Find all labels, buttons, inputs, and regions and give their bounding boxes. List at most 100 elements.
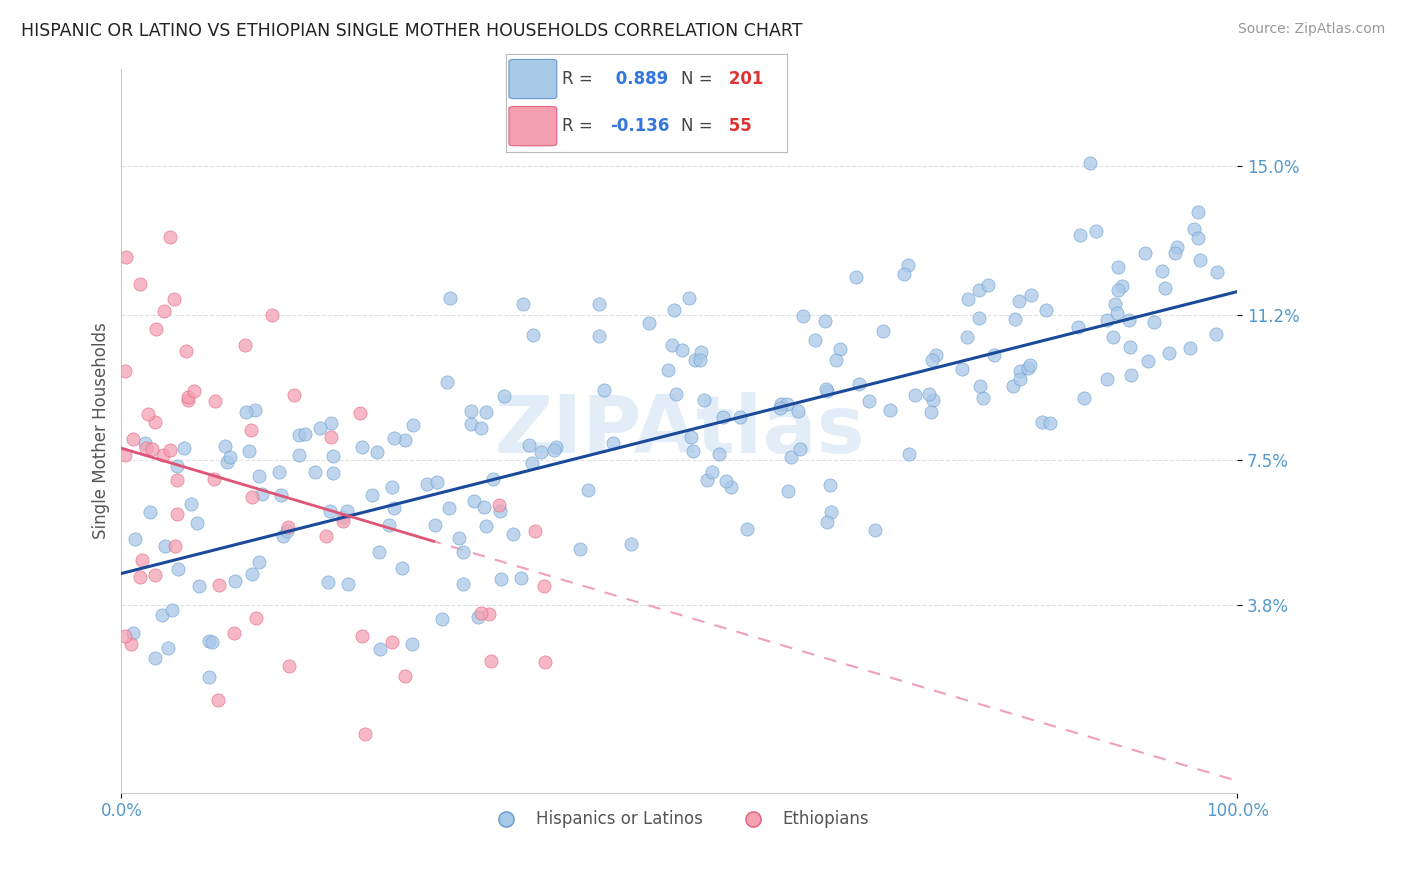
Point [1111,279,1133,293]
Point [177,392,200,407]
Point [159,230,181,244]
Point [139,505,162,519]
Point [858,394,880,409]
Point [208,578,231,592]
Point [460,404,482,418]
Point [637,316,659,330]
Point [163,293,186,307]
Point [872,324,894,338]
Point [776,396,799,410]
Point [381,635,404,649]
Point [270,488,292,502]
Point [1019,288,1042,302]
Point [288,428,311,442]
Point [707,447,730,461]
Point [1178,341,1201,355]
Point [308,421,330,435]
Point [789,442,811,457]
Point [198,670,221,684]
Point [696,473,718,487]
Point [481,472,503,486]
Point [235,405,257,419]
Point [735,522,758,536]
Point [453,545,475,559]
Text: R =: R = [562,117,593,135]
Point [683,352,706,367]
Point [475,404,498,418]
Point [510,571,533,585]
Point [517,438,540,452]
Point [128,277,150,291]
Point [815,384,838,399]
Point [238,444,260,458]
Point [1164,245,1187,260]
Point [233,338,256,352]
Point [1102,330,1125,344]
Point [825,352,848,367]
Point [693,392,716,407]
Point [1085,224,1108,238]
Point [260,308,283,322]
Point [153,304,176,318]
Y-axis label: Single Mother Households: Single Mother Households [93,322,110,539]
Point [588,329,610,343]
Point [983,348,1005,362]
Point [893,267,915,281]
Text: Source: ZipAtlas.com: Source: ZipAtlas.com [1237,22,1385,37]
Point [1206,264,1229,278]
Point [1018,359,1040,373]
Point [136,407,159,421]
Point [530,444,553,458]
Point [423,518,446,533]
Point [437,500,460,515]
Point [177,391,200,405]
Point [778,483,800,498]
Point [470,607,492,621]
Point [276,524,298,538]
Point [671,343,693,357]
FancyBboxPatch shape [509,106,557,145]
Point [546,440,568,454]
Point [524,524,547,539]
Point [240,567,263,582]
Point [522,327,544,342]
Point [439,291,461,305]
Point [1182,222,1205,236]
Point [657,363,679,377]
Point [678,291,700,305]
Point [249,469,271,483]
Point [186,516,208,531]
Point [972,392,994,406]
Point [271,528,294,542]
Point [361,488,384,502]
Point [134,435,156,450]
Point [214,439,236,453]
Point [1008,294,1031,309]
Text: -0.136: -0.136 [610,117,669,135]
Text: 201: 201 [723,70,763,88]
Point [1004,312,1026,326]
Point [815,515,838,529]
Point [267,465,290,479]
Point [174,344,197,359]
Point [1105,306,1128,320]
Point [1107,283,1129,297]
Point [1073,391,1095,405]
Point [1039,417,1062,431]
Point [153,539,176,553]
Point [207,693,229,707]
Point [492,388,515,402]
Point [491,572,513,586]
Point [349,406,371,420]
Point [1143,315,1166,329]
Point [336,577,359,591]
Point [451,576,474,591]
Point [520,456,543,470]
Point [467,610,489,624]
Point [922,392,945,407]
Point [401,637,423,651]
Point [665,387,688,401]
Point [1017,361,1039,376]
Point [321,416,343,430]
Point [662,302,685,317]
